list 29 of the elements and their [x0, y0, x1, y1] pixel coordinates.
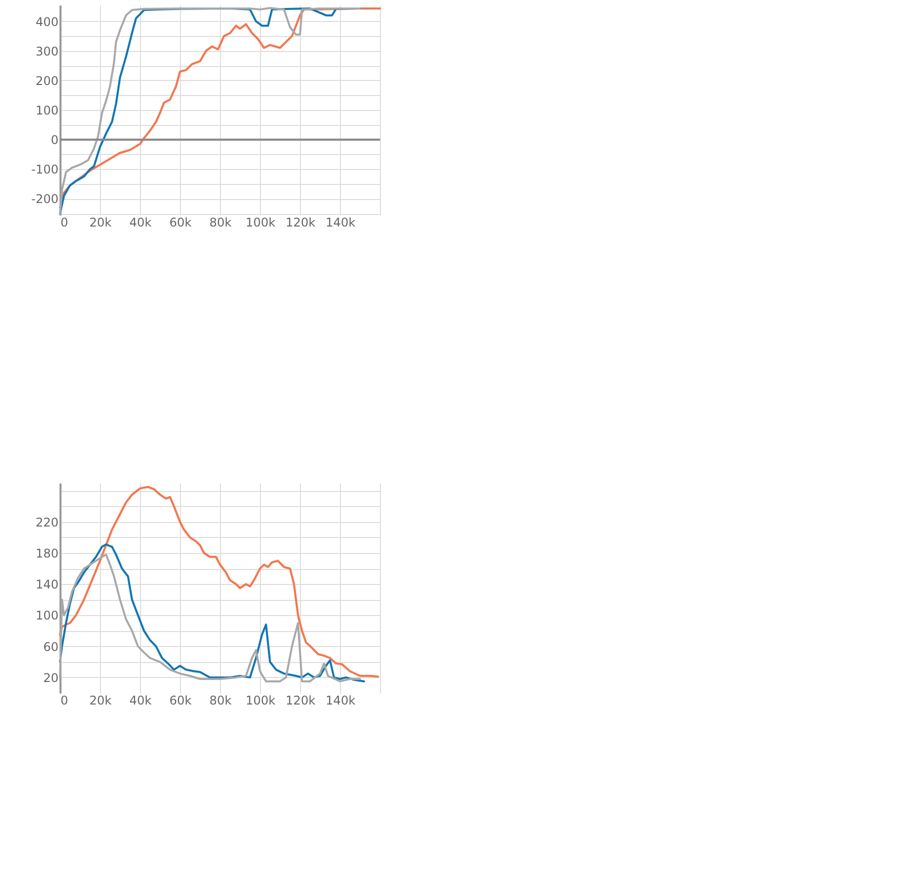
y-tick-label: 200: [36, 74, 58, 88]
y-tick-label: 400: [36, 14, 58, 29]
y-tick-label: 220: [36, 515, 58, 530]
x-tick-label: 0: [60, 216, 68, 230]
y-tick-label: 100: [36, 608, 58, 623]
y-tick-label: 60: [43, 640, 58, 654]
x-tick-label: 80k: [209, 694, 232, 708]
x-tick-label: 100k: [246, 694, 276, 708]
x-tick-label: 120k: [286, 216, 316, 230]
y-tick-label: -100: [31, 162, 58, 177]
x-tick-label: 20k: [89, 694, 112, 708]
y-tick-label: -200: [31, 192, 58, 206]
y-tick-label: 180: [36, 546, 58, 560]
x-tick-label: 120k: [286, 694, 316, 708]
y-tick-label: 20: [43, 670, 58, 685]
x-tick-label: 60k: [169, 216, 192, 230]
x-tick-label: 140k: [326, 694, 356, 708]
x-tick-label: 40k: [129, 694, 152, 708]
y-tick-label: 0: [50, 133, 58, 148]
x-tick-label: 0: [60, 694, 68, 708]
x-tick-label: 140k: [326, 216, 356, 230]
x-tick-label: 40k: [129, 216, 152, 230]
x-tick-label: 100k: [246, 216, 276, 230]
x-tick-label: 60k: [169, 694, 192, 708]
x-tick-label: 20k: [89, 216, 112, 230]
y-tick-label: 140: [36, 578, 58, 592]
y-tick-label: 300: [36, 44, 58, 58]
x-tick-label: 80k: [209, 216, 232, 230]
y-tick-label: 100: [36, 104, 58, 118]
